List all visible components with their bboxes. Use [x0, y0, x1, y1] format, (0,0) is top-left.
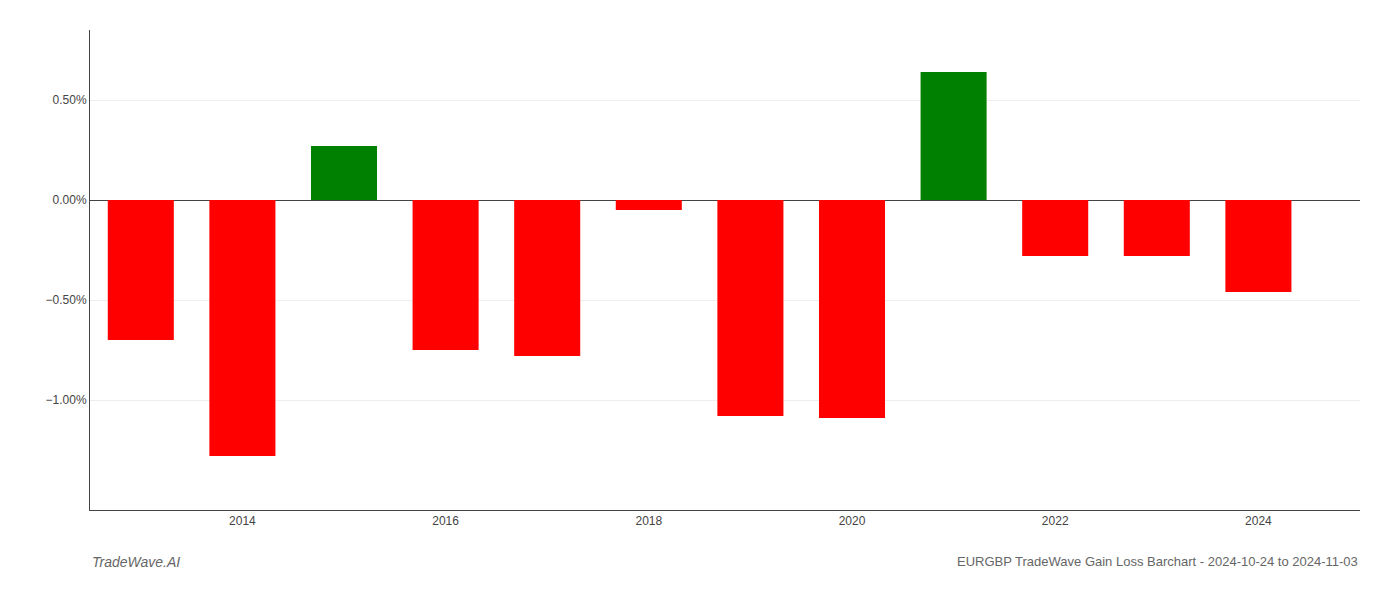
svg-text:EURGBP TradeWave Gain Loss Bar: EURGBP TradeWave Gain Loss Barchart - 20…	[957, 554, 1358, 569]
svg-text:2014: 2014	[229, 514, 256, 528]
svg-text:−0.50%: −0.50%	[46, 293, 87, 307]
svg-text:2020: 2020	[839, 514, 866, 528]
svg-text:2018: 2018	[635, 514, 662, 528]
svg-text:2016: 2016	[432, 514, 459, 528]
svg-text:−1.00%: −1.00%	[46, 393, 87, 407]
svg-text:0.00%: 0.00%	[53, 193, 87, 207]
svg-text:TradeWave.AI: TradeWave.AI	[92, 554, 180, 570]
svg-text:2024: 2024	[1245, 514, 1272, 528]
svg-text:2022: 2022	[1042, 514, 1069, 528]
svg-text:0.50%: 0.50%	[53, 93, 87, 107]
